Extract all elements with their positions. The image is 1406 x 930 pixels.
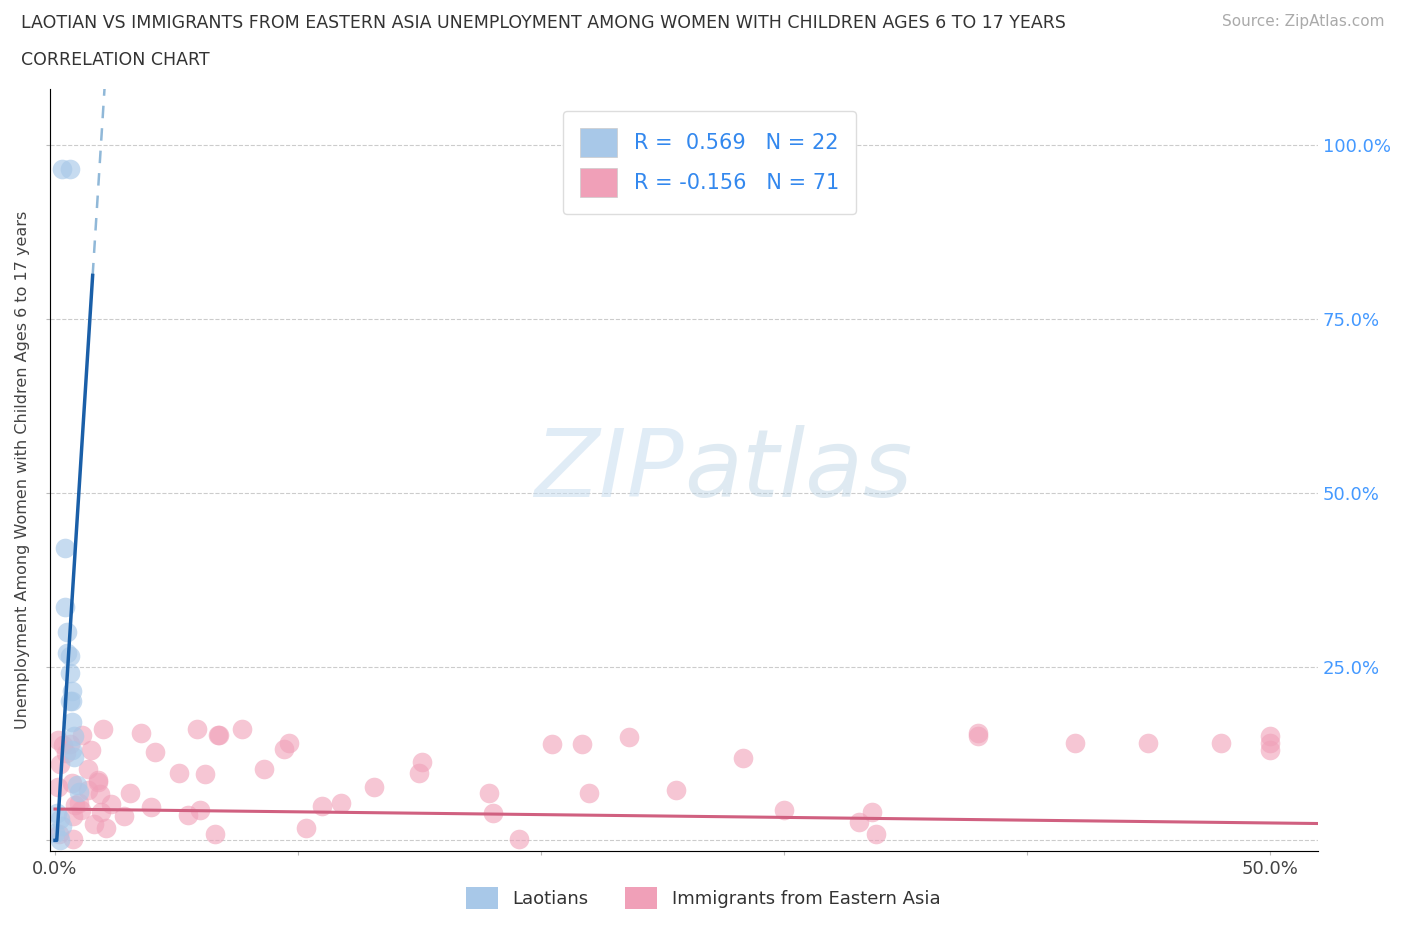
Point	[278, 736, 301, 751]
Legend: Laotians, Immigrants from Eastern Asia: Laotians, Immigrants from Eastern Asia	[458, 880, 948, 916]
Text: ZIP: ZIP	[534, 425, 685, 515]
Point	[53, 541, 76, 556]
Text: LAOTIAN VS IMMIGRANTS FROM EASTERN ASIA UNEMPLOYMENT AMONG WOMEN WITH CHILDREN A: LAOTIAN VS IMMIGRANTS FROM EASTERN ASIA …	[21, 14, 1066, 32]
Point	[49, 757, 72, 772]
Point	[967, 728, 990, 743]
Text: CORRELATION CHART: CORRELATION CHART	[21, 51, 209, 69]
Point	[52, 737, 75, 752]
Point	[91, 722, 114, 737]
Point	[58, 162, 80, 177]
Point	[51, 819, 73, 834]
Point	[731, 751, 754, 766]
Point	[87, 775, 110, 790]
Point	[848, 815, 870, 830]
Point	[967, 725, 990, 740]
Point	[46, 779, 69, 794]
Point	[1258, 736, 1281, 751]
Point	[60, 694, 83, 709]
Point	[66, 777, 89, 792]
Point	[478, 786, 501, 801]
Point	[46, 805, 69, 820]
Point	[865, 827, 887, 842]
Text: Source: ZipAtlas.com: Source: ZipAtlas.com	[1222, 14, 1385, 29]
Point	[63, 750, 86, 764]
Point	[167, 765, 190, 780]
Point	[143, 745, 166, 760]
Point	[540, 737, 562, 751]
Point	[49, 812, 72, 827]
Point	[1258, 742, 1281, 757]
Point	[60, 776, 83, 790]
Point	[58, 737, 80, 751]
Point	[619, 730, 641, 745]
Point	[665, 782, 688, 797]
Point	[571, 737, 593, 751]
Point	[56, 624, 79, 639]
Point	[188, 803, 211, 817]
Point	[63, 728, 86, 743]
Point	[55, 746, 77, 761]
Point	[231, 722, 253, 737]
Point	[90, 804, 112, 819]
Point	[363, 780, 385, 795]
Point	[83, 817, 105, 831]
Point	[1209, 736, 1232, 751]
Point	[311, 799, 333, 814]
Point	[186, 722, 208, 737]
Point	[112, 809, 135, 824]
Point	[58, 666, 80, 681]
Point	[194, 766, 217, 781]
Point	[207, 727, 229, 742]
Point	[330, 796, 353, 811]
Point	[120, 785, 142, 800]
Point	[48, 826, 70, 841]
Point	[62, 831, 84, 846]
Point	[60, 684, 83, 698]
Point	[207, 727, 229, 742]
Point	[87, 773, 110, 788]
Point	[80, 742, 103, 757]
Point	[860, 804, 883, 819]
Point	[53, 600, 76, 615]
Point	[67, 784, 90, 799]
Point	[60, 742, 83, 757]
Point	[44, 826, 66, 841]
Point	[139, 800, 162, 815]
Point	[294, 821, 316, 836]
Point	[100, 796, 122, 811]
Point	[60, 714, 83, 729]
Point	[69, 802, 91, 817]
Point	[77, 762, 100, 777]
Point	[49, 833, 72, 848]
Point	[63, 797, 86, 812]
Y-axis label: Unemployment Among Women with Children Ages 6 to 17 years: Unemployment Among Women with Children A…	[15, 211, 30, 729]
Point	[1137, 736, 1160, 751]
Point	[67, 796, 90, 811]
Point	[773, 803, 796, 817]
Point	[129, 725, 152, 740]
Point	[177, 807, 200, 822]
Point	[58, 694, 80, 709]
Point	[58, 648, 80, 663]
Point	[253, 762, 276, 777]
Point	[482, 805, 505, 820]
Point	[72, 727, 94, 742]
Point	[578, 786, 600, 801]
Point	[62, 808, 84, 823]
Point	[411, 755, 433, 770]
Point	[48, 732, 70, 747]
Point	[1258, 728, 1281, 743]
Point	[204, 827, 226, 842]
Point	[94, 820, 117, 835]
Point	[408, 765, 430, 780]
Point	[56, 645, 79, 660]
Point	[1064, 736, 1087, 751]
Point	[273, 742, 295, 757]
Point	[51, 162, 73, 177]
Legend: R =  0.569   N = 22, R = -0.156   N = 71: R = 0.569 N = 22, R = -0.156 N = 71	[564, 112, 856, 214]
Point	[89, 786, 111, 801]
Text: atlas: atlas	[685, 425, 912, 515]
Point	[76, 782, 98, 797]
Point	[508, 831, 530, 846]
